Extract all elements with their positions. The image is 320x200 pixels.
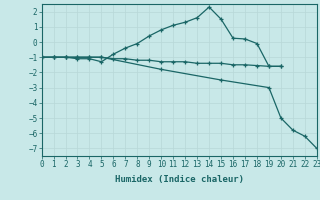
X-axis label: Humidex (Indice chaleur): Humidex (Indice chaleur) (115, 175, 244, 184)
